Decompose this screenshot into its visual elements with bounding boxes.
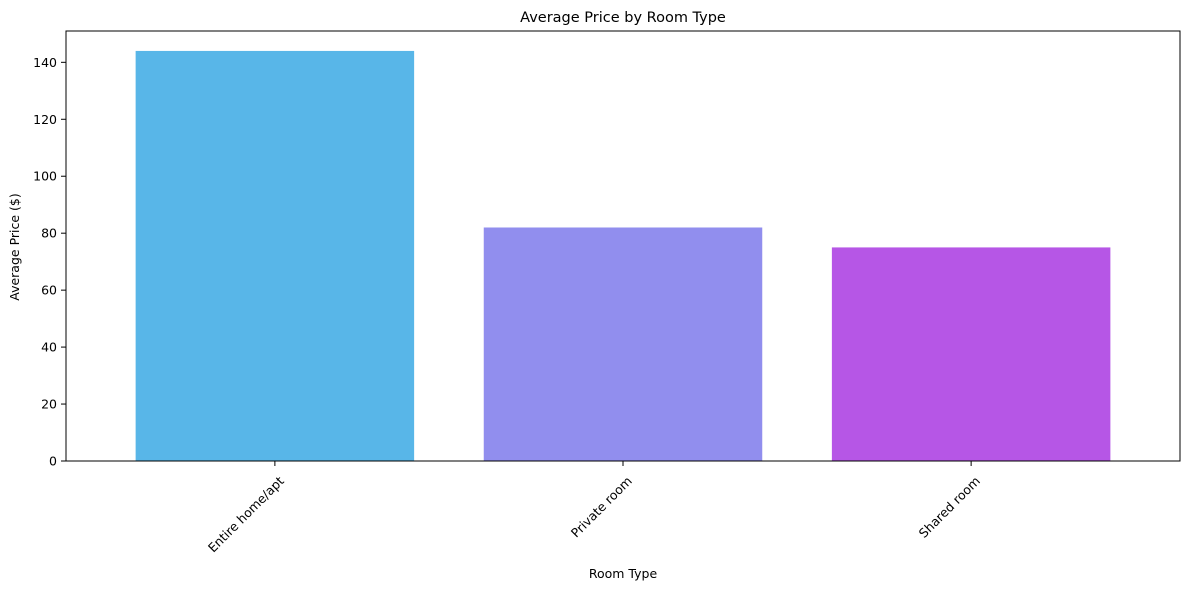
y-tick-label-4: 80 (41, 226, 57, 241)
bar-1 (483, 227, 763, 461)
y-tick-label-7: 140 (33, 55, 57, 70)
bar-2 (831, 247, 1111, 461)
y-axis: 0 20 40 60 80 100 120 140 (33, 55, 66, 469)
y-axis-label: Average Price ($) (7, 193, 22, 300)
x-axis-label: Room Type (589, 566, 658, 581)
y-tick-label-3: 60 (41, 283, 57, 298)
chart-title: Average Price by Room Type (520, 10, 726, 26)
y-tick-label-6: 120 (33, 112, 57, 127)
y-tick-label-0: 0 (49, 454, 57, 469)
bars-layer (135, 50, 1111, 462)
y-tick-label-1: 20 (41, 397, 57, 412)
y-tick-label-2: 40 (41, 340, 57, 355)
y-tick-label-5: 100 (33, 169, 57, 184)
bar-0 (135, 50, 415, 462)
plot-frame (65, 30, 1181, 462)
